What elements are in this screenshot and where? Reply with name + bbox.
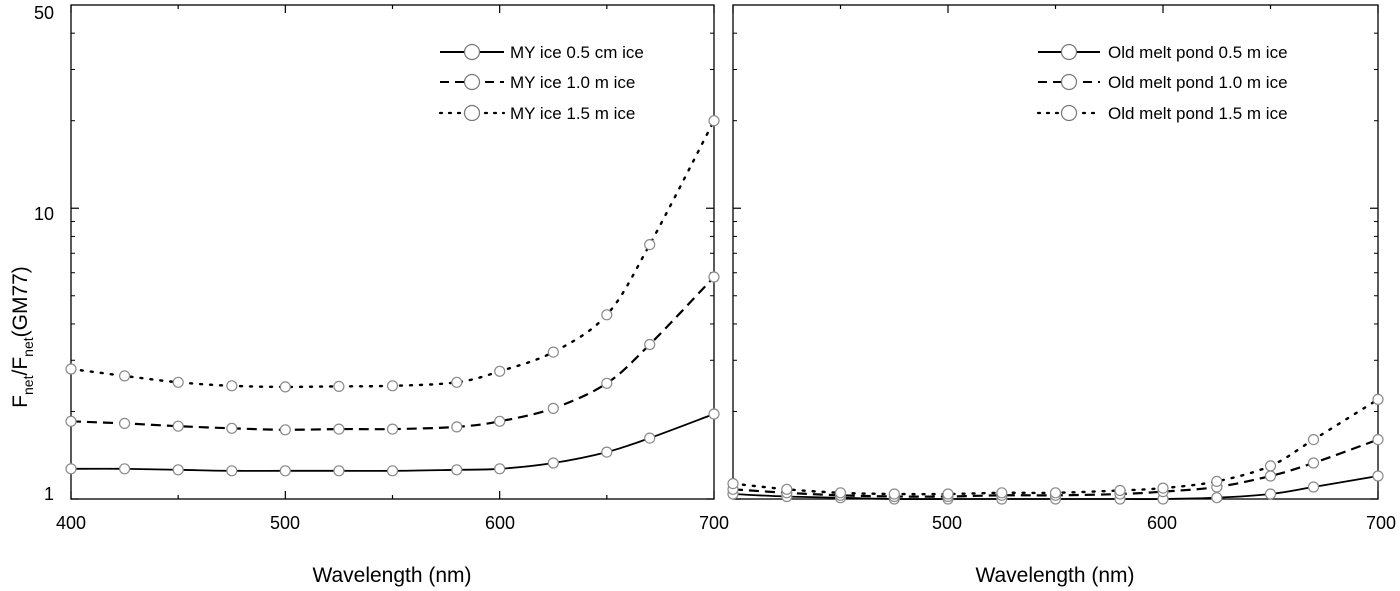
- data-point: [226, 465, 238, 477]
- data-point: [996, 487, 1008, 499]
- data-point: [65, 463, 77, 475]
- data-point: [1211, 475, 1223, 487]
- data-point: [1372, 393, 1384, 405]
- x-tick-label-700: 700: [1366, 513, 1396, 533]
- data-point: [781, 483, 793, 495]
- data-point: [644, 338, 656, 351]
- x-tick-label-500: 500: [932, 513, 962, 533]
- legend-label-pond-0-5: Old melt pond 0.5 m ice: [1108, 43, 1288, 62]
- data-point: [834, 487, 847, 499]
- data-point: [601, 309, 613, 321]
- data-point: [1114, 484, 1126, 497]
- legend-marker: [1060, 73, 1078, 91]
- data-point: [1157, 482, 1169, 494]
- data-point: [644, 432, 656, 444]
- series-line: [731, 398, 1380, 496]
- data-point: [494, 365, 506, 377]
- data-point: [888, 488, 900, 500]
- data-point: [386, 423, 399, 435]
- data-point: [494, 463, 506, 475]
- left-legend: MY ice 0.5 cm ice MY ice 1.0 m ice MY ic…: [438, 43, 644, 123]
- data-point: [708, 408, 720, 420]
- data-point: [727, 478, 739, 490]
- x-tick-label-500: 500: [270, 513, 300, 533]
- data-point: [333, 465, 345, 477]
- data-point: [333, 380, 345, 392]
- legend-marker: [1060, 43, 1078, 61]
- data-point: [118, 417, 131, 429]
- data-point: [279, 381, 291, 393]
- data-point: [547, 402, 559, 414]
- y-tick-label-10: 10: [34, 204, 54, 224]
- data-point: [1307, 457, 1320, 469]
- data-point: [708, 115, 720, 127]
- legend-marker: [463, 104, 481, 122]
- right-series: [727, 393, 1384, 505]
- data-point: [65, 415, 77, 427]
- data-point: [172, 376, 184, 388]
- data-point: [386, 380, 399, 392]
- legend-label-my-1-0: MY ice 1.0 m ice: [510, 73, 635, 92]
- series-line: [70, 413, 715, 472]
- x-tick-label-600: 600: [1147, 513, 1177, 533]
- data-point: [547, 457, 559, 469]
- data-point: [708, 271, 720, 283]
- data-point: [172, 464, 184, 476]
- data-point: [118, 463, 131, 475]
- data-point: [386, 465, 399, 477]
- data-point: [1211, 492, 1223, 504]
- legend-marker: [463, 43, 481, 61]
- left-ticks: [70, 5, 715, 500]
- data-point: [1307, 434, 1320, 446]
- data-point: [333, 423, 345, 435]
- data-point: [118, 370, 131, 382]
- data-point: [279, 465, 291, 477]
- data-point: [1049, 487, 1062, 499]
- left-panel: MY ice 0.5 cm ice MY ice 1.0 m ice MY ic…: [65, 4, 720, 500]
- data-point: [1264, 460, 1277, 472]
- data-point: [601, 377, 613, 389]
- data-point: [451, 464, 463, 476]
- right-legend: Old melt pond 0.5 m ice Old melt pond 1.…: [1036, 43, 1288, 123]
- legend-label-pond-1-5: Old melt pond 1.5 m ice: [1108, 104, 1288, 123]
- data-point: [494, 415, 506, 427]
- y-tick-label-1: 1: [44, 484, 54, 504]
- x-axis-title-left: Wavelength (nm): [312, 564, 471, 587]
- y-axis-title: Fnet/Fnet(GM77): [9, 266, 36, 408]
- legend-marker: [463, 73, 481, 91]
- legend-marker: [1060, 104, 1078, 122]
- data-point: [279, 424, 291, 436]
- data-point: [601, 446, 613, 458]
- data-point: [547, 346, 559, 358]
- x-tick-label-600: 600: [485, 513, 515, 533]
- data-point: [172, 420, 184, 432]
- legend-label-my-1-5: MY ice 1.5 m ice: [510, 104, 635, 123]
- data-point: [451, 376, 463, 388]
- data-point: [1307, 481, 1320, 493]
- data-point: [1264, 470, 1277, 482]
- data-point: [451, 421, 463, 433]
- y-tick-label-50: 50: [34, 3, 54, 23]
- data-point: [65, 363, 77, 375]
- data-point: [1264, 488, 1277, 500]
- data-point: [1372, 434, 1384, 446]
- x-axis-title-right: Wavelength (nm): [975, 564, 1134, 587]
- data-point: [644, 239, 656, 251]
- legend-label-pond-1-0: Old melt pond 1.0 m ice: [1108, 73, 1288, 92]
- data-point: [942, 488, 954, 500]
- x-tick-label-700: 700: [699, 513, 729, 533]
- series-line: [69, 119, 716, 389]
- right-panel: Old melt pond 0.5 m ice Old melt pond 1.…: [727, 4, 1384, 505]
- x-tick-label-400: 400: [56, 513, 86, 533]
- left-series: [65, 115, 720, 477]
- data-point: [1372, 470, 1384, 482]
- data-point: [226, 422, 238, 434]
- data-point: [226, 380, 238, 392]
- legend-label-my-0-5: MY ice 0.5 cm ice: [510, 43, 644, 62]
